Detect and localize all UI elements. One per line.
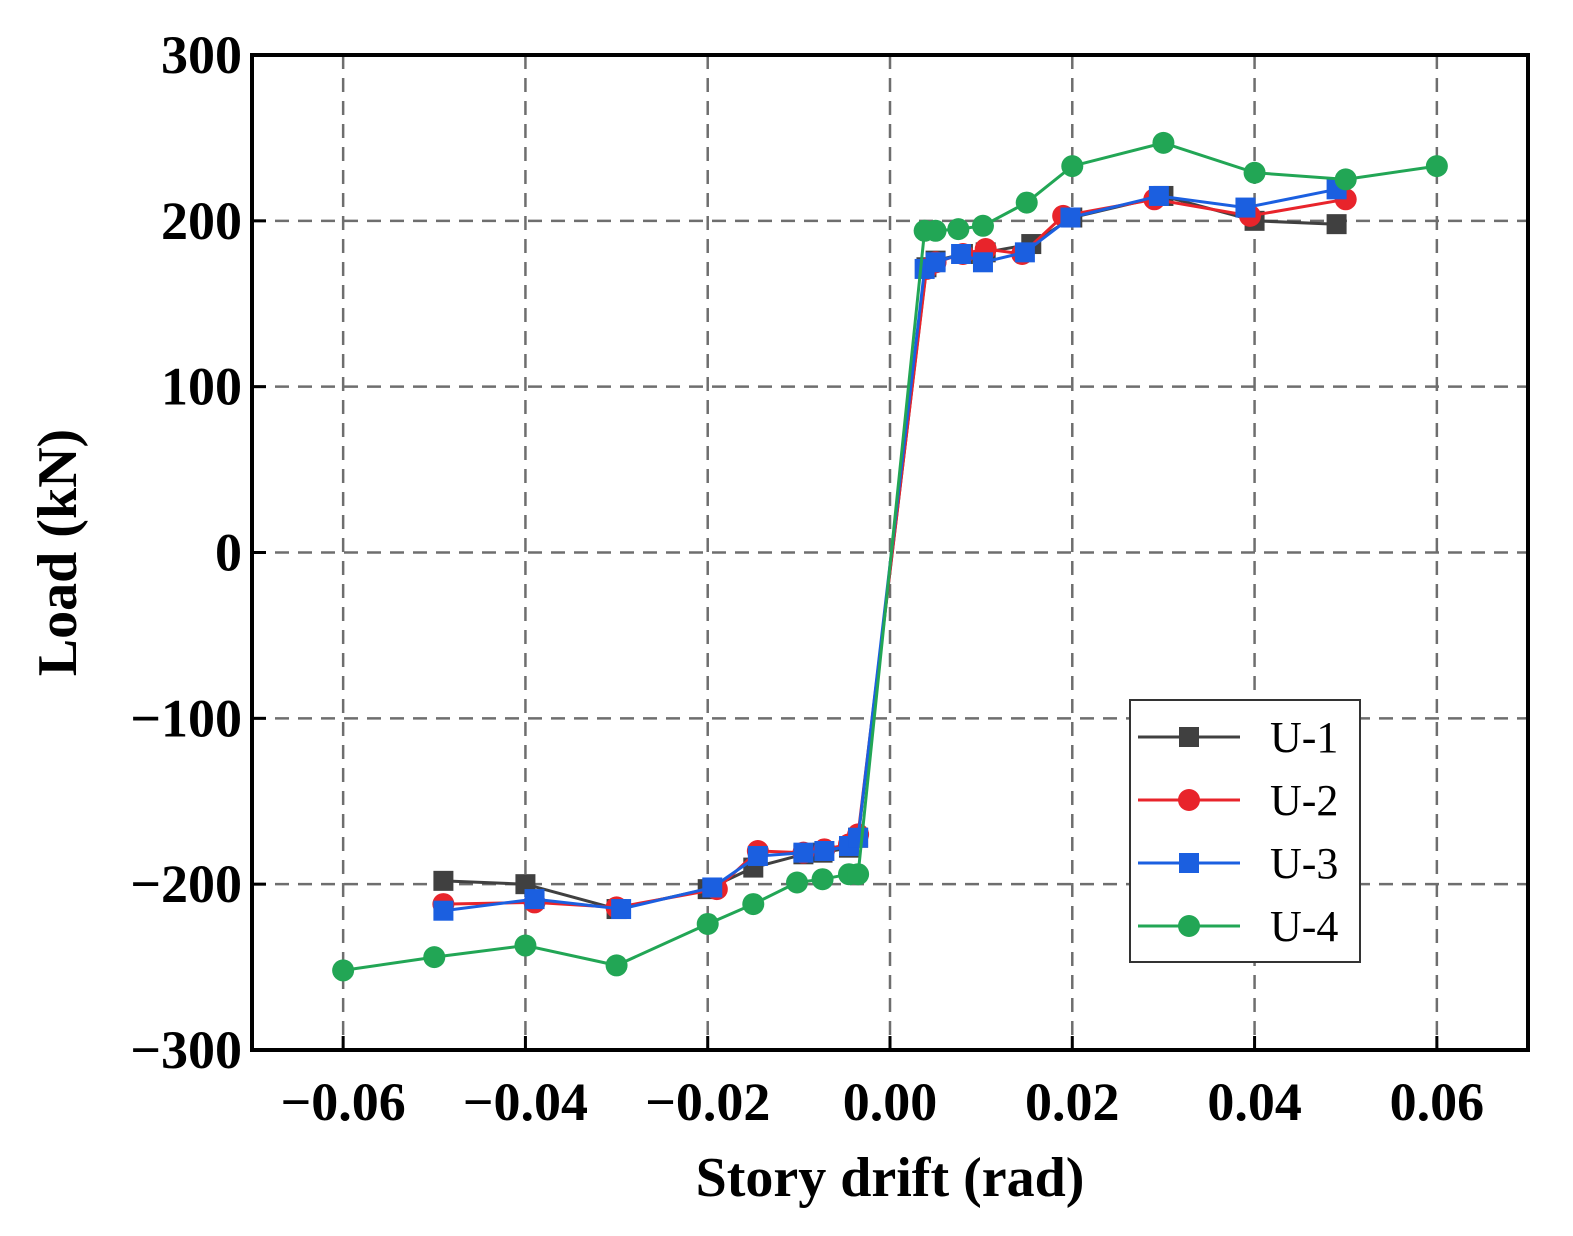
series-line [342, 141, 1438, 972]
legend-item-u-1: U-1 [1138, 713, 1338, 762]
data-point [1334, 168, 1357, 191]
data-point [925, 252, 946, 273]
data-point [747, 845, 768, 866]
data-point [947, 218, 970, 241]
data-point [848, 827, 869, 848]
data-point [811, 868, 834, 891]
legend-label: U-4 [1270, 902, 1338, 951]
x-tick-label: −0.02 [645, 1072, 770, 1132]
x-tick-label: 0.00 [843, 1072, 938, 1132]
legend-marker [1178, 789, 1200, 811]
x-axis-title: Story drift (rad) [696, 1147, 1085, 1209]
data-point [924, 219, 947, 242]
data-point [972, 252, 993, 273]
data-point [1148, 185, 1169, 206]
series-group [332, 131, 1448, 982]
y-tick-label: 100 [161, 357, 242, 417]
y-tick-label: −200 [130, 854, 242, 914]
data-point [793, 842, 814, 863]
data-point [433, 870, 454, 891]
data-point [696, 912, 719, 935]
legend-item-u-3: U-3 [1138, 839, 1338, 888]
data-point [951, 244, 972, 264]
data-point [1326, 214, 1347, 235]
x-tick-label: 0.02 [1025, 1072, 1120, 1132]
y-tick-label: 0 [215, 523, 242, 583]
data-point [1061, 155, 1084, 178]
legend-label: U-1 [1270, 713, 1338, 762]
x-tick-label: −0.06 [281, 1072, 406, 1132]
data-point [742, 893, 765, 916]
data-point [1235, 197, 1256, 218]
data-point [1152, 131, 1175, 154]
legend-label: U-3 [1270, 839, 1338, 888]
y-axis-title: Load (kN) [27, 429, 89, 676]
data-point [1425, 155, 1448, 178]
data-point [814, 841, 835, 861]
axis-ticks: −0.06 −0.04 −0.02 0.00 0.02 0.04 0.06 300 200 100… [130, 25, 1484, 1132]
data-point [514, 934, 537, 957]
data-point [332, 959, 355, 982]
legend-box [1129, 699, 1361, 963]
legend-item-u-2: U-2 [1138, 776, 1338, 825]
legend-marker [1179, 853, 1199, 873]
x-tick-label: −0.04 [463, 1072, 588, 1132]
data-point [702, 877, 723, 898]
y-tick-label: 300 [161, 25, 242, 85]
legend-item-u-4: U-4 [1138, 902, 1338, 951]
data-point [786, 871, 809, 894]
y-tick-label: −100 [130, 688, 242, 748]
data-point [1060, 207, 1081, 228]
legend-marker [1178, 915, 1200, 937]
data-point [524, 889, 545, 910]
data-point [433, 900, 454, 921]
legend-marker [1179, 727, 1199, 747]
data-point [847, 863, 870, 886]
legend-label: U-2 [1270, 776, 1338, 825]
data-point [971, 214, 994, 237]
x-tick-label: 0.06 [1390, 1072, 1485, 1132]
data-point [611, 899, 632, 920]
y-tick-label: 200 [161, 191, 242, 251]
x-tick-label: 0.04 [1207, 1072, 1302, 1132]
data-point [1014, 242, 1035, 263]
data-point [1015, 191, 1038, 214]
data-point [1243, 161, 1266, 184]
legend: U-1 U-2 U-3 U-4 [1129, 699, 1361, 963]
data-point [423, 946, 446, 969]
series-u-4 [332, 131, 1448, 982]
y-tick-label: −300 [130, 1020, 242, 1080]
data-point [605, 954, 628, 977]
